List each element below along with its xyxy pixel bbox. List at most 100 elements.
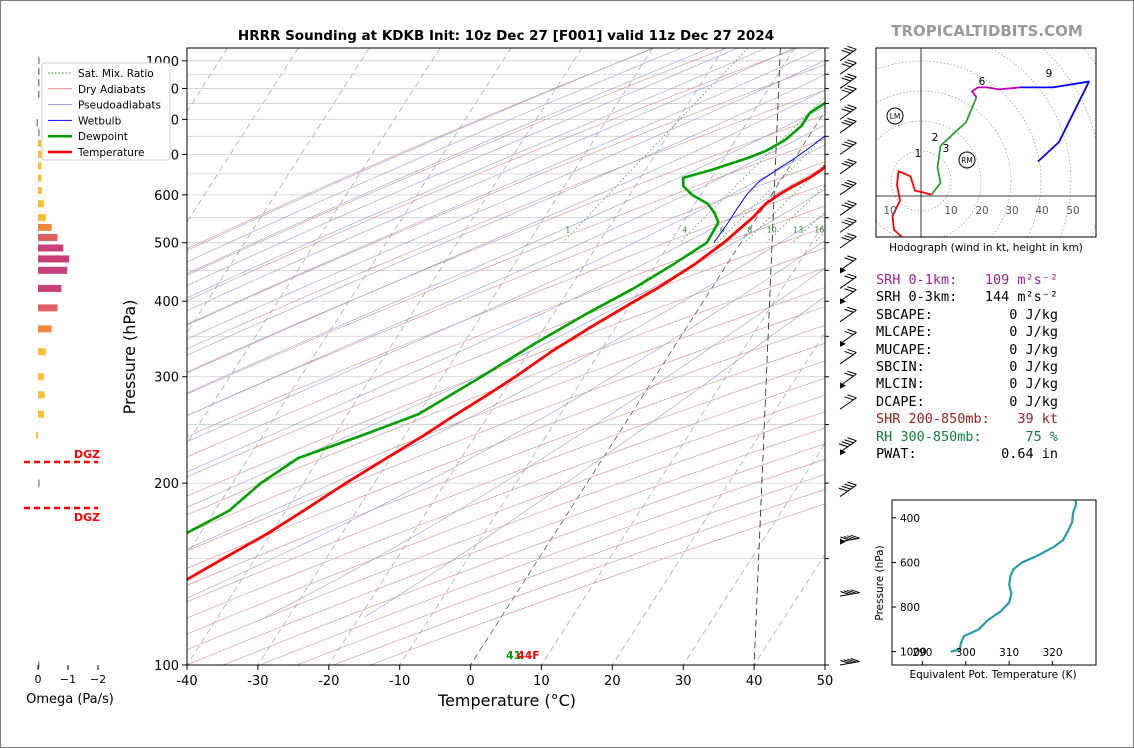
wind-barb-feather (844, 181, 854, 186)
dry-adiabat-line (187, 394, 825, 635)
theta-e-x-tick-label: 300 (956, 647, 976, 659)
wind-barb-feather (847, 233, 857, 237)
wind-barb-feather (844, 75, 854, 80)
wind-barb-feather (847, 306, 857, 311)
wind-barb-staff (839, 62, 857, 75)
storm-motion-label: LM (890, 112, 901, 121)
omega-tick-label: −2 (90, 673, 106, 686)
wind-barb (839, 328, 857, 347)
wind-barb-staff (839, 440, 857, 453)
hodograph-height-label: 3 (943, 143, 950, 155)
reference-line (753, 48, 781, 665)
dry-adiabat-line (187, 205, 825, 458)
wind-barb-staff (839, 161, 857, 175)
mixing-ratio-label: 10 (767, 225, 777, 234)
mixing-ratio-line (766, 185, 825, 243)
wind-barb-feather (841, 77, 851, 82)
dgz-label-bottom: DGZ (74, 511, 100, 524)
theta-e-x-tick-label: 320 (1043, 647, 1063, 659)
isotherm-line (0, 48, 15, 665)
wind-barb-feather (844, 330, 854, 335)
omega-bar (38, 661, 40, 669)
wind-barb-feather (847, 45, 857, 50)
parameter-row: DCAPE: 0 J/kg (876, 394, 1096, 411)
y-tick-label: 100 (154, 659, 179, 674)
theta-e-x-tick-label: 290 (912, 647, 932, 659)
wind-barb-feather (841, 485, 851, 490)
omega-bar (38, 391, 45, 399)
wind-barb-feather (844, 483, 854, 488)
wind-barb-staff (839, 203, 857, 216)
dry-adiabat-line (187, 48, 655, 250)
dry-adiabat-line (187, 247, 825, 497)
x-tick-label: -40 (176, 674, 197, 689)
parameter-label: MUCAPE: (876, 341, 933, 358)
omega-bar (38, 244, 64, 252)
wind-barb (839, 589, 860, 597)
parameter-label: DCAPE: (876, 393, 925, 410)
hodograph-ring (989, 48, 1072, 237)
theta-e-xlabel: Equivalent Pot. Temperature (K) (909, 669, 1076, 681)
parameter-value: 0 J/kg (1009, 341, 1058, 358)
y-tick-label: 400 (154, 295, 179, 310)
wind-barb-feather (847, 658, 857, 663)
parameter-row: RH 300-850mb: 75 % (876, 429, 1096, 446)
wind-barb-staff (839, 142, 857, 155)
mixing-ratio-line (744, 163, 825, 243)
parameter-row: SBCIN: 0 J/kg (876, 359, 1096, 376)
wind-barb-feather (850, 534, 860, 539)
dry-adiabat-line (187, 360, 825, 603)
storm-motion-marker (958, 151, 976, 169)
parameter-label: SRH 0-1km: (876, 272, 958, 288)
parameter-value: 0 J/kg (1009, 324, 1058, 341)
wind-barb-feather (850, 658, 860, 663)
omega-bar (38, 266, 68, 274)
wind-barb-feather (847, 348, 857, 353)
omega-bar (38, 200, 44, 208)
omega-bar (38, 479, 40, 487)
parameter-row: SRH 0-3km: 144 m²s⁻² (876, 289, 1096, 306)
parameter-label: SBCIN: (876, 358, 925, 375)
omega-axis-label: Omega (Pa/s) (26, 692, 114, 707)
parameter-label: MLCAPE: (876, 324, 933, 341)
legend-label: Temperature (77, 147, 145, 159)
theta-e-x-tick-label: 310 (999, 647, 1019, 659)
hodograph-height-label: 2 (932, 132, 939, 144)
wind-barb-feather (841, 237, 851, 242)
hodograph-segment (891, 170, 932, 237)
y-tick-label: 600 (154, 189, 179, 204)
wind-barb-feather (844, 350, 854, 355)
wind-barb (839, 85, 857, 101)
pseudoadiabat-line (187, 48, 653, 251)
wind-barb (839, 59, 857, 75)
hodograph-tick-label: 10 (944, 205, 957, 217)
isotherm-line (753, 553, 825, 665)
wind-barb-feather (847, 255, 857, 260)
x-tick-label: -20 (318, 674, 339, 689)
dry-adiabat-line (187, 267, 825, 516)
wind-barb-feather (843, 590, 853, 595)
pseudoadiabat-line (187, 189, 825, 508)
wind-barb-feather (847, 59, 857, 64)
dry-adiabat-line (187, 138, 825, 395)
wind-barb (839, 255, 857, 274)
hodograph-segment (971, 86, 1021, 98)
hodograph-tick-label: 40 (1035, 205, 1048, 217)
legend-label: Sat. Mix. Ratio (78, 68, 154, 80)
omega-bar (38, 139, 42, 147)
omega-bar (38, 348, 46, 356)
omega-bar (38, 233, 58, 241)
y-tick-label: 300 (154, 371, 179, 386)
parameter-row: MUCAPE: 0 J/kg (876, 342, 1096, 359)
parameter-label: SRH 0-3km: (876, 289, 958, 306)
wind-barb-feather (847, 535, 857, 540)
y-tick-label: 500 (154, 237, 179, 252)
wind-barb (839, 394, 857, 410)
wind-barb-staff (839, 88, 857, 101)
pseudoadiabat-line (187, 74, 825, 356)
wind-barb (839, 158, 857, 175)
pseudoadiabat-line (187, 165, 825, 473)
parameter-row: MLCIN: 0 J/kg (876, 376, 1096, 393)
wind-barb (839, 370, 857, 389)
pseudoadiabat-line (364, 296, 825, 618)
